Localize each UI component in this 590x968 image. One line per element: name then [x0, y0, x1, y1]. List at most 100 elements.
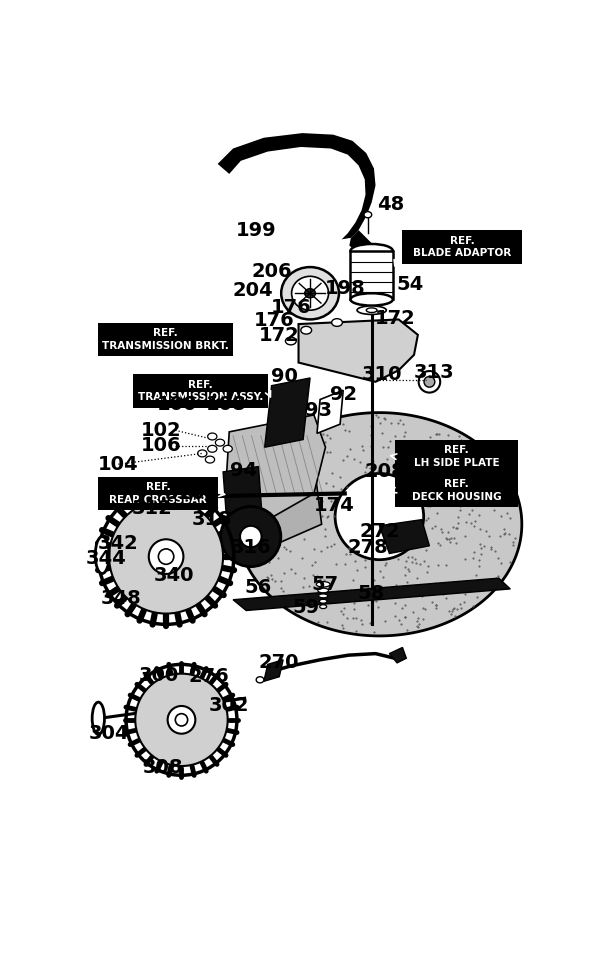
Text: 344: 344 [86, 550, 126, 568]
FancyBboxPatch shape [395, 439, 518, 473]
Text: 272: 272 [360, 523, 401, 541]
Text: 340: 340 [153, 565, 194, 585]
Text: 208: 208 [365, 463, 405, 481]
Ellipse shape [135, 674, 228, 766]
Polygon shape [225, 415, 326, 525]
Text: 278: 278 [348, 538, 388, 557]
Text: REF.
BLADE ADAPTOR: REF. BLADE ADAPTOR [413, 236, 512, 258]
Text: 174: 174 [313, 497, 355, 515]
Ellipse shape [109, 499, 223, 614]
Text: 199: 199 [236, 221, 277, 240]
Text: 93: 93 [305, 401, 332, 420]
Ellipse shape [221, 506, 281, 566]
Ellipse shape [281, 267, 339, 319]
FancyBboxPatch shape [402, 230, 522, 264]
Ellipse shape [198, 450, 207, 457]
Text: 176: 176 [270, 297, 311, 317]
Text: 302: 302 [209, 697, 250, 715]
Ellipse shape [332, 318, 342, 326]
Text: 102: 102 [141, 421, 182, 439]
Ellipse shape [168, 706, 195, 734]
Polygon shape [265, 378, 310, 447]
Ellipse shape [350, 293, 393, 306]
Ellipse shape [304, 288, 316, 298]
Polygon shape [233, 578, 510, 611]
Ellipse shape [335, 473, 424, 560]
Text: 58: 58 [358, 584, 385, 603]
FancyBboxPatch shape [99, 322, 233, 356]
Ellipse shape [208, 433, 217, 439]
Ellipse shape [320, 605, 327, 609]
Text: 48: 48 [377, 196, 405, 214]
FancyBboxPatch shape [99, 476, 218, 510]
Text: 104: 104 [98, 455, 139, 473]
Text: 304: 304 [89, 724, 129, 743]
Polygon shape [245, 463, 322, 551]
Ellipse shape [158, 549, 174, 564]
Text: 313: 313 [414, 363, 454, 382]
Text: 94: 94 [230, 461, 257, 480]
Text: 54: 54 [396, 275, 424, 293]
FancyBboxPatch shape [395, 473, 518, 507]
Polygon shape [317, 390, 343, 434]
Text: 172: 172 [375, 309, 415, 328]
Ellipse shape [240, 526, 261, 547]
Text: 100: 100 [157, 395, 197, 414]
Text: 206: 206 [251, 262, 292, 281]
Text: 204: 204 [232, 281, 273, 300]
Text: REF.
DECK HOUSING: REF. DECK HOUSING [412, 479, 501, 501]
Ellipse shape [92, 702, 104, 735]
Ellipse shape [316, 582, 330, 587]
Ellipse shape [223, 445, 232, 452]
Text: 342: 342 [98, 534, 139, 553]
Text: 312: 312 [132, 499, 173, 518]
Ellipse shape [318, 589, 329, 592]
Polygon shape [223, 467, 261, 513]
Text: 57: 57 [312, 575, 339, 593]
Ellipse shape [364, 212, 372, 218]
Text: 92: 92 [330, 385, 357, 405]
Ellipse shape [291, 276, 329, 310]
Ellipse shape [188, 483, 200, 500]
Polygon shape [237, 412, 522, 636]
Polygon shape [349, 230, 372, 258]
Ellipse shape [175, 713, 188, 726]
Text: 276: 276 [189, 667, 230, 686]
Ellipse shape [319, 599, 327, 603]
Text: 308: 308 [143, 758, 183, 777]
Text: REF.
REAR CROSSBAR: REF. REAR CROSSBAR [109, 482, 207, 504]
Ellipse shape [286, 337, 296, 345]
Ellipse shape [319, 594, 328, 598]
Text: 108: 108 [206, 395, 247, 414]
Ellipse shape [215, 439, 225, 446]
Text: REF.
LH SIDE PLATE: REF. LH SIDE PLATE [414, 445, 499, 468]
Text: 318: 318 [192, 510, 232, 529]
Polygon shape [389, 648, 407, 663]
Text: 176: 176 [254, 311, 294, 330]
Text: 90: 90 [271, 367, 298, 386]
Ellipse shape [419, 371, 440, 393]
Text: 300: 300 [138, 666, 179, 684]
Text: 198: 198 [324, 279, 365, 298]
Text: 270: 270 [258, 653, 299, 673]
Polygon shape [299, 319, 418, 381]
Text: REF.
TRANSMISSION BRKT.: REF. TRANSMISSION BRKT. [102, 328, 229, 350]
Text: 59: 59 [293, 598, 320, 617]
Ellipse shape [256, 677, 264, 682]
Polygon shape [218, 133, 375, 239]
Ellipse shape [205, 456, 215, 463]
Ellipse shape [95, 536, 109, 573]
Text: 310: 310 [165, 484, 205, 503]
Polygon shape [350, 251, 393, 299]
Ellipse shape [301, 326, 312, 334]
Ellipse shape [424, 377, 435, 387]
Text: REF.
TRANSMISSION ASSY.: REF. TRANSMISSION ASSY. [137, 379, 263, 403]
Ellipse shape [357, 306, 386, 315]
Text: 310: 310 [362, 365, 402, 384]
Text: 348: 348 [101, 589, 142, 608]
Ellipse shape [366, 308, 377, 313]
Ellipse shape [149, 539, 183, 574]
Text: 172: 172 [259, 326, 300, 346]
Text: 316: 316 [231, 538, 271, 557]
Polygon shape [379, 520, 430, 554]
